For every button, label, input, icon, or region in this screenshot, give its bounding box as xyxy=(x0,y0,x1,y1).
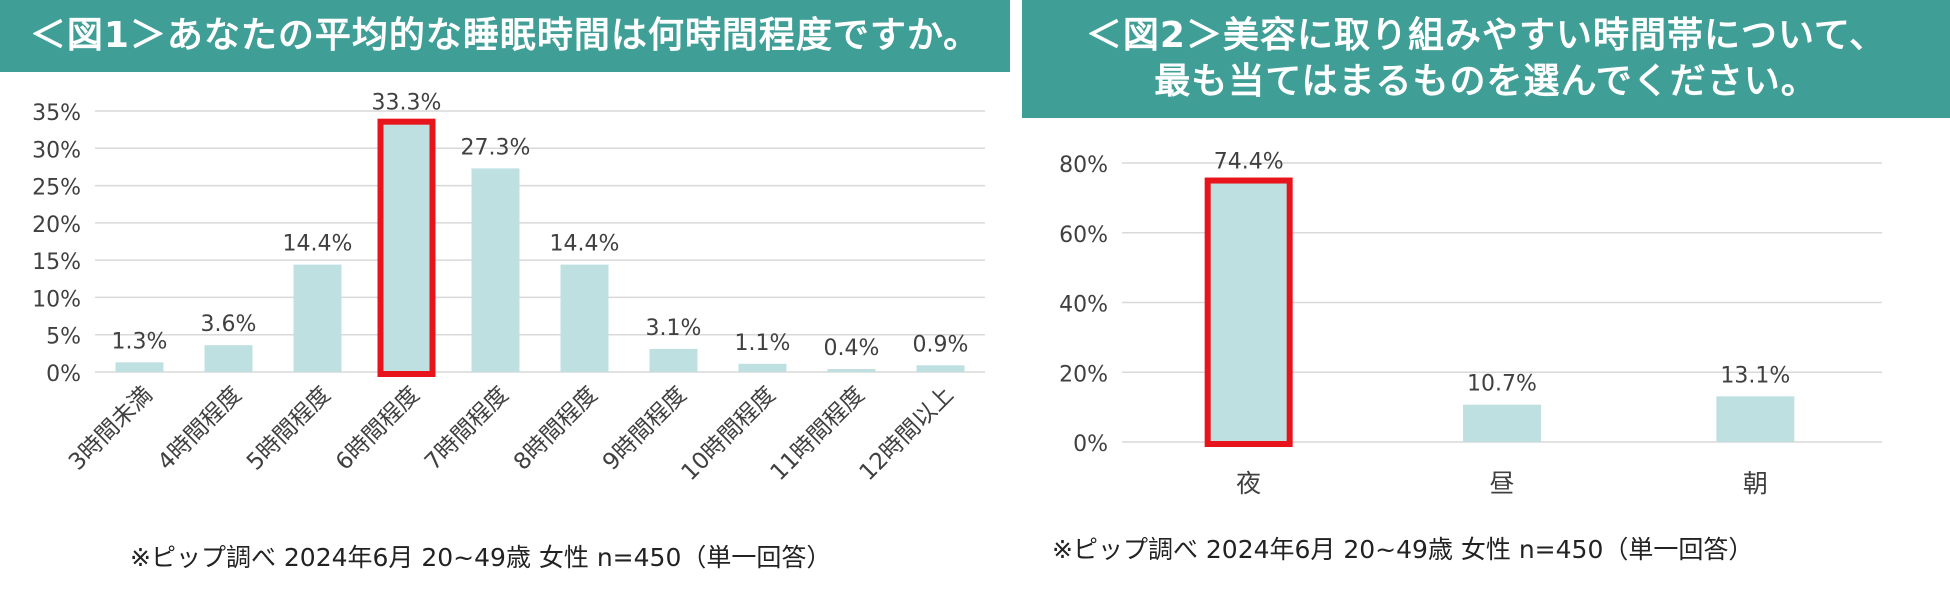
highlight-frame xyxy=(377,118,436,377)
data-label: 10.7% xyxy=(1467,372,1537,397)
data-label: 1.3% xyxy=(112,329,168,354)
x-tick-label: 朝 xyxy=(1743,469,1768,498)
data-label: 3.1% xyxy=(646,316,702,341)
bar xyxy=(1463,404,1541,442)
data-label: 14.4% xyxy=(283,232,353,257)
x-tick-label: 6時間程度 xyxy=(331,382,425,476)
y-tick-label: 80% xyxy=(1059,153,1108,178)
y-tick-label: 10% xyxy=(32,287,81,312)
chart-title-line-1: ＜図2＞美容に取り組みやすい時間帯について、 xyxy=(1085,15,1887,56)
data-label: 13.1% xyxy=(1720,363,1790,388)
data-label: 27.3% xyxy=(461,135,531,160)
chart-panel-beauty-time: ＜図2＞美容に取り組みやすい時間帯について、 最も当てはまるものを選んでください… xyxy=(1022,0,1950,589)
bar xyxy=(1209,182,1288,442)
highlight-frame xyxy=(1204,177,1293,447)
y-tick-label: 15% xyxy=(32,250,81,275)
x-tick-label: 夜 xyxy=(1236,469,1261,498)
data-label: 74.4% xyxy=(1214,150,1284,175)
chart-panel-sleep: ＜図1＞あなたの平均的な睡眠時間は何時間程度ですか。 0% 5% 10% 15% 20%… xyxy=(0,0,1010,572)
data-label: 0.4% xyxy=(824,336,880,361)
y-tick-label: 20% xyxy=(32,213,81,238)
y-tick-label: 25% xyxy=(32,176,81,201)
x-tick-label: 10時間程度 xyxy=(677,382,781,486)
data-label: 3.6% xyxy=(201,312,257,337)
x-tick-label: 4時間程度 xyxy=(153,382,247,476)
bar xyxy=(382,123,431,372)
beauty-time-bar-chart: 0% 20% 40% 60% 80% 74.4% 夜 10.7% 昼 13.1% 朝 xyxy=(1059,150,1882,498)
source-note: ※ピップ調べ 2024年6月 20~49歳 女性 n=450（単一回答） xyxy=(1052,535,1754,564)
bar xyxy=(293,264,342,372)
sleep-bar-chart: 0% 5% 10% 15% 20% 25% 30% 35% 1.3% 3時間未満 3.6% 4時間程度… xyxy=(32,91,985,486)
bar xyxy=(649,348,698,372)
data-label: 1.1% xyxy=(735,331,791,356)
x-tick-label: 12時間以上 xyxy=(855,382,959,486)
chart-title-line-2: 最も当てはまるものを選んでください。 xyxy=(1154,61,1818,102)
data-label: 0.9% xyxy=(913,332,969,357)
bar xyxy=(1716,396,1795,442)
bar xyxy=(471,168,520,372)
bar xyxy=(204,345,253,372)
y-tick-label: 35% xyxy=(32,101,81,126)
x-tick-label: 3時間未満 xyxy=(64,382,158,476)
x-tick-label: 8時間程度 xyxy=(509,382,603,476)
y-tick-label: 0% xyxy=(1073,432,1108,457)
data-label: 14.4% xyxy=(550,232,620,257)
y-tick-label: 0% xyxy=(46,362,81,387)
chart-title: ＜図1＞あなたの平均的な睡眠時間は何時間程度ですか。 xyxy=(0,0,1010,72)
y-tick-label: 60% xyxy=(1059,223,1108,248)
x-tick-label: 昼 xyxy=(1489,469,1514,498)
y-tick-label: 40% xyxy=(1059,293,1108,318)
chart-title-text: ＜図1＞あなたの平均的な睡眠時間は何時間程度ですか。 xyxy=(29,15,981,56)
y-tick-label: 5% xyxy=(46,325,81,350)
y-tick-label: 30% xyxy=(32,138,81,163)
x-tick-label: 7時間程度 xyxy=(420,382,514,476)
bar xyxy=(115,362,164,372)
y-tick-label: 20% xyxy=(1059,362,1108,387)
x-tick-label: 5時間程度 xyxy=(242,382,336,476)
data-label: 33.3% xyxy=(372,91,442,116)
bar xyxy=(560,264,609,372)
chart-title: ＜図2＞美容に取り組みやすい時間帯について、 最も当てはまるものを選んでください… xyxy=(1022,0,1950,118)
bar xyxy=(738,363,787,372)
bar xyxy=(916,365,965,372)
x-tick-label: 9時間程度 xyxy=(598,382,692,476)
bar xyxy=(827,369,876,372)
source-note: ※ピップ調べ 2024年6月 20~49歳 女性 n=450（単一回答） xyxy=(130,543,832,572)
x-tick-label: 11時間程度 xyxy=(766,382,870,486)
